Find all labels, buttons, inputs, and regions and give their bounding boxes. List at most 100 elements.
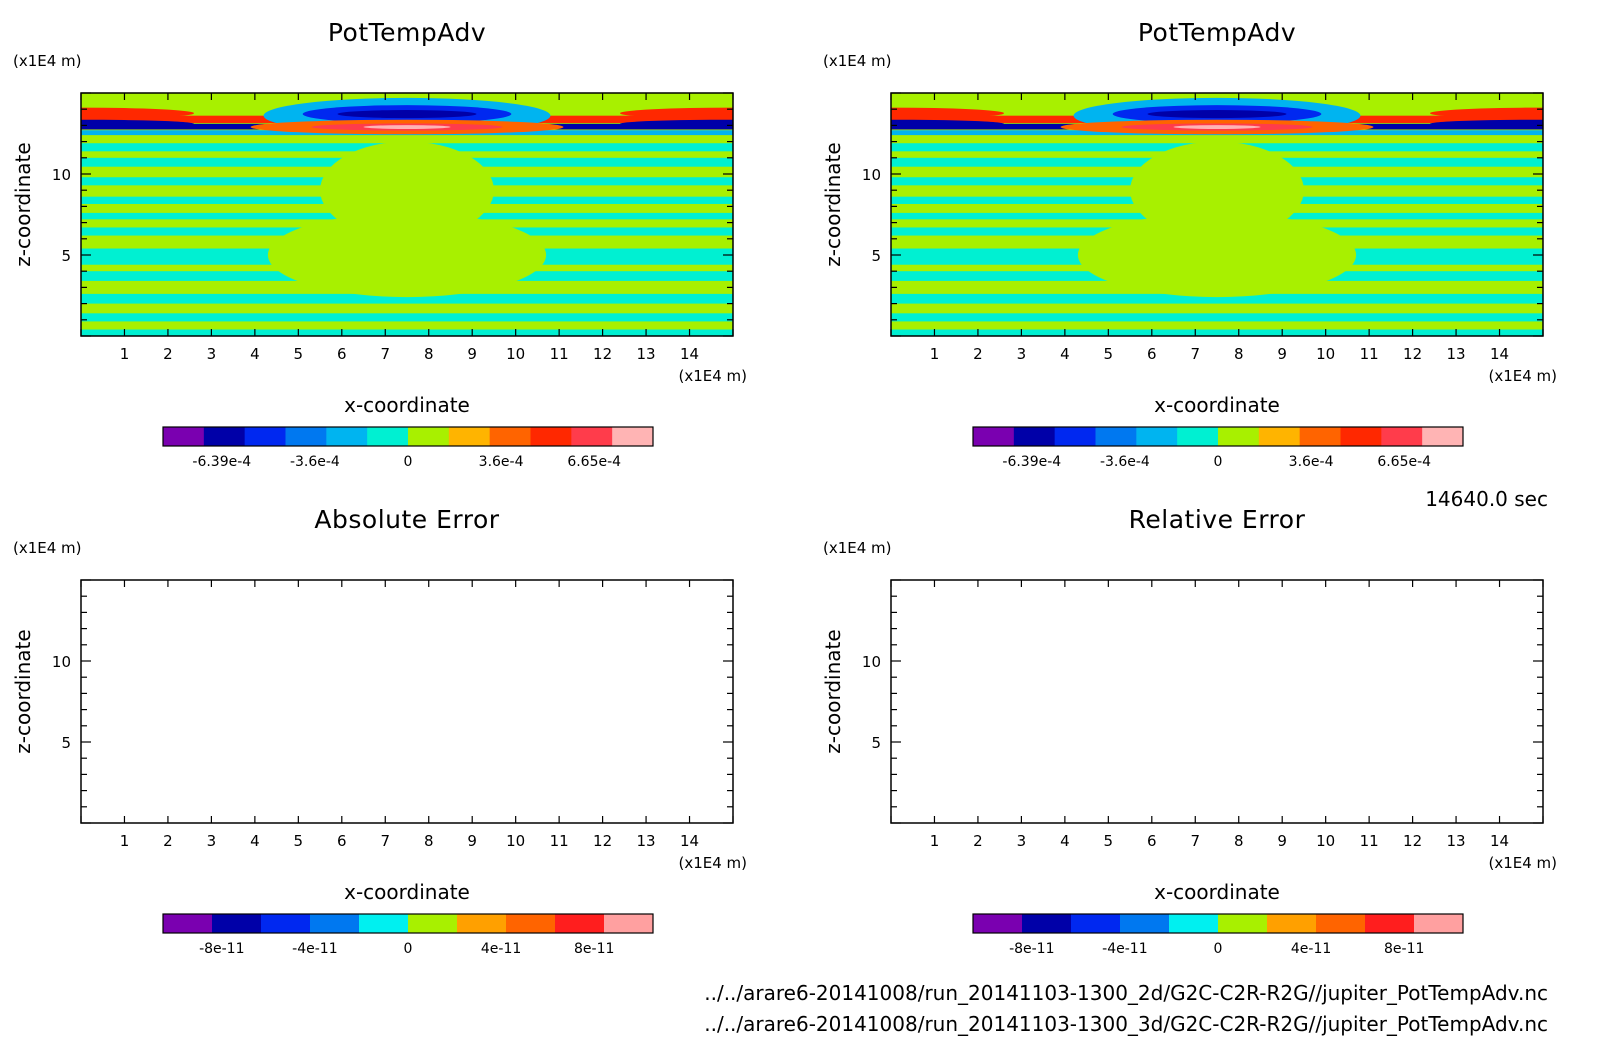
plot-frame [890,92,1544,337]
colorbar-swatch [604,914,654,933]
colorbar-frame [972,913,1464,934]
chart-panel-4: Relative Error(x1E4 m)1 2 3 4 5 6 7 8 9 10 11 12 13 1… [821,505,1557,957]
x-tick-label: 4 [250,832,260,850]
colorbar-label: 8e-11 [1384,941,1424,957]
colorbar-swatch [163,427,205,446]
colorbar-swatch [1381,427,1423,446]
x-tick-label: 4 [1060,832,1070,850]
x-tick-label: 5 [294,832,304,850]
colorbar-frame [162,426,654,447]
x-tick-label: 10 [506,832,525,850]
colorbar-swatch [973,427,1015,446]
colorbar-swatch [1267,914,1317,933]
contour-band [1430,119,1543,128]
colorbar-swatch [1422,427,1464,446]
y-tick-label: 10 [862,653,881,671]
y-unit-label: (x1E4 m) [823,52,892,70]
x-tick-label: 11 [1360,832,1379,850]
contour-band [81,293,733,304]
colorbar-swatch [1258,427,1301,446]
contour-band [267,212,547,298]
x-tick-label: 7 [1190,832,1200,850]
y-unit-label: (x1E4 m) [13,539,82,557]
colorbar-swatch [1299,427,1341,446]
x-tick-label: 8 [1234,345,1244,363]
colorbar-label: 0 [404,941,413,957]
colorbar-swatch [1218,427,1260,446]
colorbar-swatch [506,914,556,933]
colorbar-swatch [612,427,654,446]
contour-band [620,119,733,128]
x-tick-label: 6 [337,345,347,363]
x-tick-label: 6 [1147,345,1157,363]
colorbar-swatch [555,914,605,933]
x-tick-label: 8 [424,345,434,363]
colorbar-swatch [408,914,458,933]
colorbar-swatch [1316,914,1366,933]
x-tick-label: 14 [1490,345,1509,363]
colorbar-swatch [1177,427,1219,446]
x-tick-label: 4 [250,345,260,363]
x-tick-label: 11 [550,832,569,850]
colorbar-swatch [457,914,507,933]
y-tick-label: 5 [871,247,881,265]
file-path-2: ../../arare6-20141008/run_20141103-1300_… [704,1012,1548,1036]
chart-panel-3: Absolute Error(x1E4 m)1 2 3 4 5 6 7 8 9 10 11 12 13 1… [11,505,747,957]
colorbar-swatch [1071,914,1121,933]
x-tick-label: 4 [1060,345,1070,363]
x-tick-label: 1 [930,345,940,363]
plot-frame [890,579,1544,824]
x-tick-label: 1 [930,832,940,850]
contour-band [1173,125,1261,129]
file-path-1: ../../arare6-20141008/run_20141103-1300_… [704,981,1548,1005]
contour-band [81,119,194,128]
colorbar-label: -6.39e-4 [1002,454,1061,470]
contour-band [320,141,494,239]
y-axis-title: z-coordinate [821,142,845,266]
x-tick-label: 3 [1017,345,1027,363]
x-tick-label: 5 [294,345,304,363]
x-unit-label: (x1E4 m) [678,367,747,385]
colorbar-frame [162,913,654,934]
x-tick-label: 6 [337,832,347,850]
contour-field [81,93,733,336]
colorbar-label: 6.65e-4 [1377,454,1431,470]
colorbar-swatch [1340,427,1382,446]
y-tick-label: 10 [52,653,71,671]
colorbar-label: 6.65e-4 [567,454,621,470]
colorbar-swatch [530,427,572,446]
contour-band [891,107,1004,119]
colorbar-label: -6.39e-4 [192,454,251,470]
colorbar-swatch [1414,914,1464,933]
x-tick-label: 6 [1147,832,1157,850]
colorbar-label: 0 [404,454,413,470]
x-tick-label: 14 [1490,832,1509,850]
x-tick-label: 11 [550,345,569,363]
x-axis-title: x-coordinate [1154,880,1280,904]
x-unit-label: (x1E4 m) [1488,854,1557,872]
x-tick-label: 1 [120,345,130,363]
plot-frame [80,92,734,337]
y-axis-title: z-coordinate [11,629,35,753]
x-tick-label: 10 [1316,832,1335,850]
colorbar-swatch [448,427,491,446]
x-tick-label: 14 [680,832,699,850]
colorbar-swatch [244,427,286,446]
x-tick-label: 12 [593,832,612,850]
contour-band [1077,212,1357,298]
colorbar-swatch [1365,914,1415,933]
x-tick-label: 10 [1316,345,1335,363]
chart-title: PotTempAdv [1138,18,1296,47]
x-tick-label: 5 [1104,832,1114,850]
contour-band [1130,141,1304,239]
y-axis-title: z-coordinate [11,142,35,266]
x-tick-label: 11 [1360,345,1379,363]
colorbar-swatch [203,427,246,446]
colorbar-swatch [261,914,311,933]
chart-title: Relative Error [1129,505,1306,534]
x-axis-title: x-coordinate [344,393,470,417]
colorbar-label: -3.6e-4 [290,454,340,470]
x-tick-label: 7 [380,832,390,850]
x-tick-label: 3 [207,832,217,850]
